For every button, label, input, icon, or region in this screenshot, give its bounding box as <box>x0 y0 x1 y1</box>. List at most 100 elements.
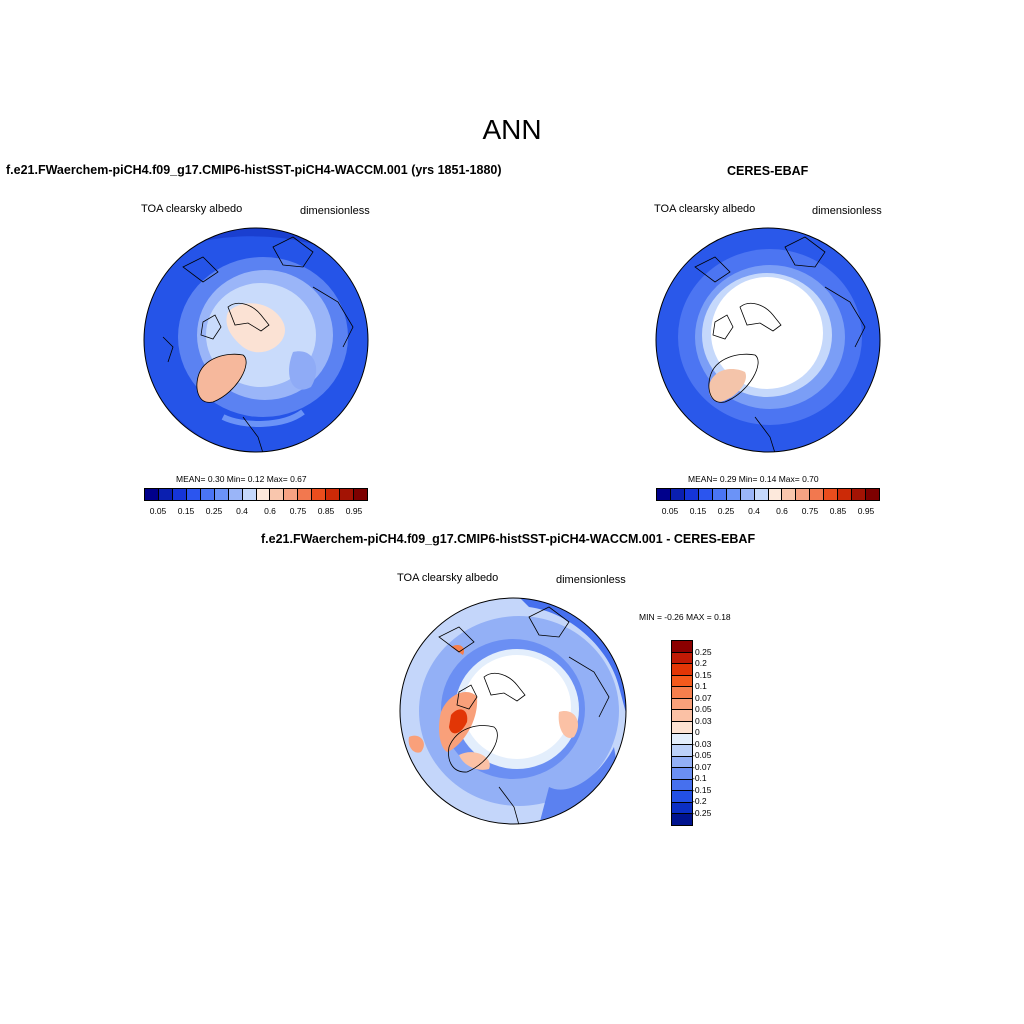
model-colorbar-swatch <box>200 489 215 500</box>
model-colorbar-swatch <box>340 489 355 500</box>
model-colorbar-swatch <box>312 489 327 500</box>
diff-colorbar-swatch <box>672 641 692 653</box>
model-colorbar-swatch <box>186 489 201 500</box>
diff-colorbar-tick-label: 0.1 <box>695 681 707 691</box>
diff-colorbar-tick-label: -0.05 <box>692 750 712 760</box>
diff-colorbar-swatch <box>672 791 692 803</box>
model-colorbar-tick-label: 0.85 <box>317 506 335 516</box>
diff-colorbar-swatch <box>672 652 692 665</box>
diff-stats: MIN = -0.26 MAX = 0.18 <box>639 612 731 622</box>
obs-colorbar-swatch <box>838 489 853 500</box>
obs-colorbar-swatch <box>782 489 797 500</box>
model-colorbar-swatch <box>354 489 367 500</box>
diff-colorbar-swatch <box>672 698 692 711</box>
model-polar-map <box>143 227 369 453</box>
obs-colorbar-swatch <box>684 489 699 500</box>
model-colorbar-tick-label: 0.6 <box>264 506 276 516</box>
obs-colorbar-swatch <box>726 489 741 500</box>
diff-colorbar-tick-label: 0.15 <box>695 669 712 680</box>
model-colorbar-swatch <box>145 489 159 500</box>
obs-colorbar-swatch <box>796 489 811 500</box>
model-colorbar <box>144 488 368 501</box>
obs-colorbar-swatch <box>810 489 825 500</box>
obs-colorbar-swatch <box>768 489 783 500</box>
obs-stats: MEAN= 0.29 Min= 0.14 Max= 0.70 <box>688 474 819 484</box>
obs-colorbar-tick-label: 0.05 <box>661 506 679 516</box>
diff-colorbar-tick-label: -0.1 <box>692 773 707 783</box>
main-title: ANN <box>482 114 542 145</box>
model-colorbar-swatch <box>326 489 341 500</box>
diff-colorbar <box>671 640 693 826</box>
model-variable-label: TOA clearsky albedo <box>141 203 243 215</box>
diff-colorbar-tick-label: -0.03 <box>692 738 712 749</box>
obs-colorbar-swatch <box>712 489 727 500</box>
model-colorbar-tick-label: 0.4 <box>236 506 248 516</box>
diff-colorbar-swatch <box>672 687 692 699</box>
diff-colorbar-swatch <box>672 756 692 769</box>
obs-panel-title: CERES-EBAF <box>727 164 809 178</box>
diff-polar-map <box>399 597 627 825</box>
obs-colorbar-swatch <box>670 489 685 500</box>
diff-colorbar-swatch <box>672 675 692 688</box>
obs-colorbar-swatch <box>657 489 671 500</box>
obs-polar-map <box>655 227 881 453</box>
diff-panel-title: f.e21.FWaerchem-piCH4.f09_g17.CMIP6-hist… <box>261 532 756 546</box>
model-colorbar-tick-label: 0.25 <box>205 506 223 516</box>
model-colorbar-swatch <box>298 489 313 500</box>
diff-colorbar-tick-label: -0.25 <box>692 807 712 818</box>
diff-colorbar-tick-label: 0.05 <box>695 704 712 714</box>
diff-colorbar-tick-label: 0 <box>695 727 700 737</box>
obs-colorbar <box>656 488 880 501</box>
model-panel-title: f.e21.FWaerchem-piCH4.f09_g17.CMIP6-hist… <box>6 163 502 177</box>
model-colorbar-labels: 0.05 0.15 0.25 0.4 0.6 0.75 0.85 0.95 <box>144 506 366 518</box>
model-colorbar-swatch <box>242 489 257 500</box>
diff-colorbar-swatch <box>672 721 692 734</box>
obs-colorbar-swatch <box>824 489 839 500</box>
obs-colorbar-tick-label: 0.4 <box>748 506 760 516</box>
obs-colorbar-tick-label: 0.75 <box>801 506 819 516</box>
obs-colorbar-tick-label: 0.85 <box>829 506 847 516</box>
model-colorbar-swatch <box>256 489 271 500</box>
model-colorbar-tick-label: 0.95 <box>345 506 363 516</box>
obs-colorbar-tick-label: 0.25 <box>717 506 735 516</box>
diff-colorbar-swatch <box>672 710 692 722</box>
model-colorbar-tick-label: 0.75 <box>289 506 307 516</box>
diff-colorbar-swatch <box>672 745 692 757</box>
obs-colorbar-tick-label: 0.95 <box>857 506 875 516</box>
diff-colorbar-tick-label: -0.07 <box>692 761 712 772</box>
diff-units-label: dimensionless <box>556 574 626 586</box>
obs-units-label: dimensionless <box>812 205 882 217</box>
diff-colorbar-swatch <box>672 779 692 792</box>
diff-colorbar-tick-label: 0.03 <box>695 715 712 726</box>
model-colorbar-swatch <box>214 489 229 500</box>
diff-colorbar-swatch <box>672 733 692 746</box>
obs-colorbar-tick-label: 0.6 <box>776 506 788 516</box>
model-stats: MEAN= 0.30 Min= 0.12 Max= 0.67 <box>176 474 307 484</box>
obs-colorbar-swatch <box>698 489 713 500</box>
model-colorbar-swatch <box>158 489 173 500</box>
model-colorbar-swatch <box>284 489 299 500</box>
diff-colorbar-tick-label: -0.15 <box>692 784 712 795</box>
diff-colorbar-swatch <box>672 768 692 780</box>
diff-colorbar-tick-label: 0.25 <box>695 646 712 657</box>
obs-colorbar-swatch <box>866 489 879 500</box>
model-colorbar-swatch <box>270 489 285 500</box>
diff-colorbar-swatch <box>672 664 692 676</box>
diff-colorbar-tick-label: 0.2 <box>695 658 707 668</box>
diff-variable-label: TOA clearsky albedo <box>397 572 499 584</box>
obs-colorbar-labels: 0.05 0.15 0.25 0.4 0.6 0.75 0.85 0.95 <box>656 506 878 518</box>
obs-colorbar-swatch <box>740 489 755 500</box>
model-units-label: dimensionless <box>300 205 370 217</box>
model-colorbar-swatch <box>228 489 243 500</box>
diff-colorbar-swatch <box>672 802 692 815</box>
obs-variable-label: TOA clearsky albedo <box>654 203 756 215</box>
model-colorbar-swatch <box>172 489 187 500</box>
obs-colorbar-swatch <box>754 489 769 500</box>
obs-colorbar-tick-label: 0.15 <box>689 506 707 516</box>
model-colorbar-tick-label: 0.05 <box>149 506 167 516</box>
diff-colorbar-tick-label: 0.07 <box>695 692 712 703</box>
obs-colorbar-swatch <box>852 489 867 500</box>
diff-colorbar-swatch <box>672 814 692 825</box>
diff-colorbar-tick-label: -0.2 <box>692 796 707 806</box>
model-colorbar-tick-label: 0.15 <box>177 506 195 516</box>
